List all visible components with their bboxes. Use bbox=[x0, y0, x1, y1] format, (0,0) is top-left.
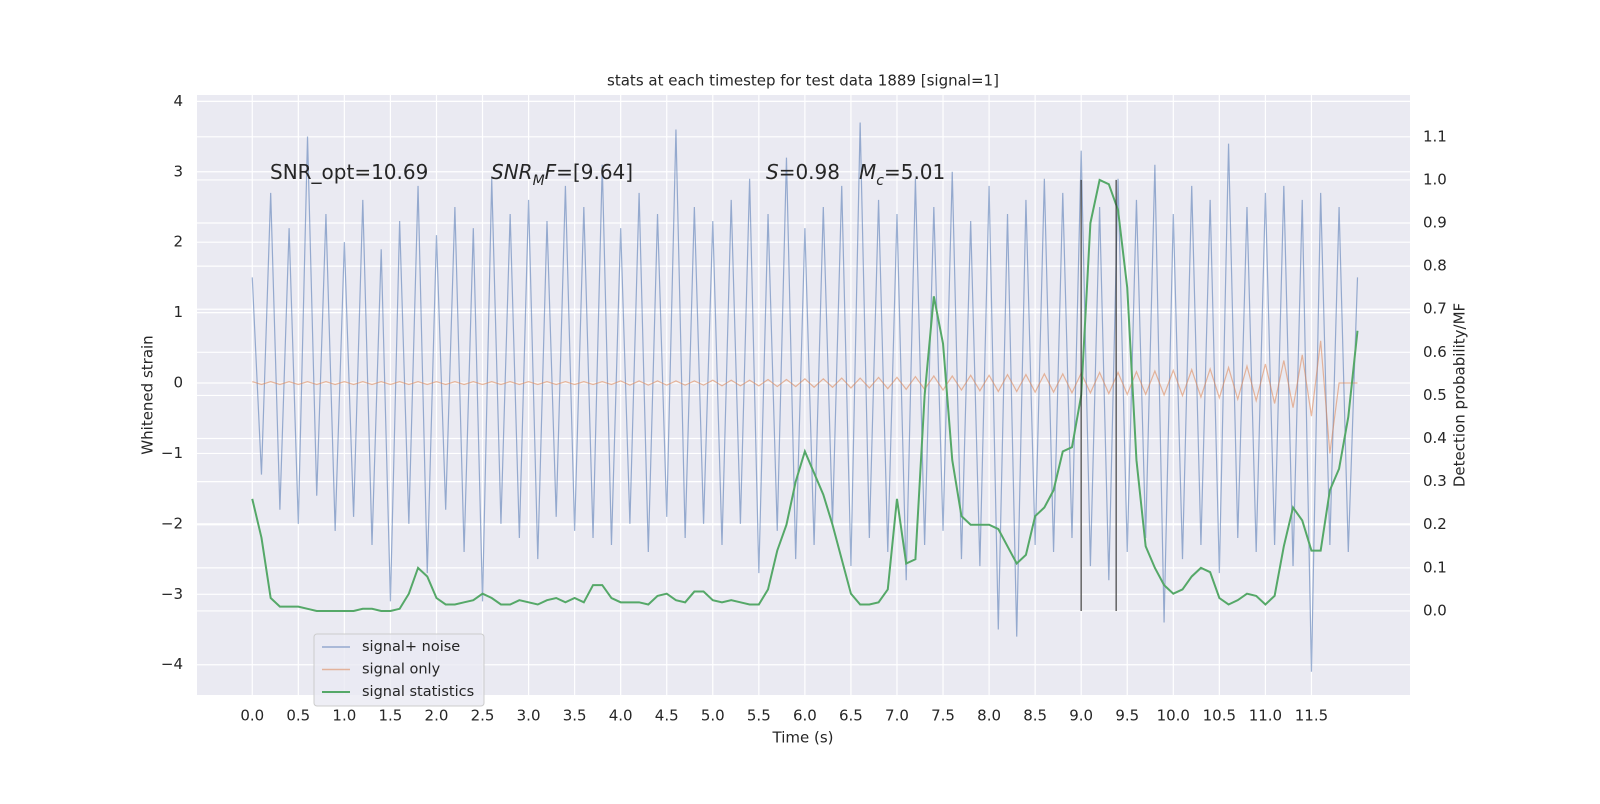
x-tick-label: 3.5 bbox=[563, 707, 587, 725]
annotation-part: SNR_opt=10.69 bbox=[270, 160, 428, 184]
y-tick-label: 2 bbox=[173, 233, 183, 251]
x-tick-label: 2.0 bbox=[425, 707, 449, 725]
x-tick-label: 7.0 bbox=[885, 707, 909, 725]
legend-label: signal only bbox=[362, 662, 441, 678]
y-tick-label: 0 bbox=[173, 374, 183, 392]
x-axis-label: Time (s) bbox=[772, 729, 834, 747]
legend: signal+ noise signal only signal statistic… bbox=[313, 633, 485, 707]
y-tick-label: −3 bbox=[161, 585, 183, 603]
series-line bbox=[251, 178, 1359, 612]
x-tick-label: 0.5 bbox=[286, 707, 310, 725]
y2-tick-label: 0.9 bbox=[1423, 214, 1447, 232]
annotation: Mc=5.01 bbox=[859, 160, 945, 190]
annotation-part: M bbox=[533, 173, 545, 189]
y2-tick-label: 0.1 bbox=[1423, 558, 1447, 576]
annotation-part: SNR bbox=[491, 160, 533, 184]
annotation-part: =0.98 bbox=[779, 160, 840, 184]
legend-label: signal statistics bbox=[362, 684, 474, 700]
annotation-part: M bbox=[859, 160, 876, 184]
y2-tick-label: 0.3 bbox=[1423, 472, 1447, 490]
x-tick-label: 4.5 bbox=[655, 707, 679, 725]
x-tick-label: 11.0 bbox=[1249, 707, 1282, 725]
x-tick-label: 6.0 bbox=[793, 707, 817, 725]
x-tick-label: 3.0 bbox=[517, 707, 541, 725]
annotation-part: =[9.64] bbox=[556, 160, 633, 184]
x-tick-label: 1.5 bbox=[378, 707, 402, 725]
annotation: SNRMF=[9.64] bbox=[491, 160, 633, 190]
x-tick-label: 4.0 bbox=[609, 707, 633, 725]
y-tick-label: −1 bbox=[161, 444, 183, 462]
y-tick-label: −4 bbox=[161, 655, 183, 673]
x-tick-label: 9.5 bbox=[1115, 707, 1139, 725]
annotation-part: S bbox=[766, 160, 779, 184]
annotation: SNR_opt=10.69 bbox=[270, 160, 428, 184]
x-tick-label: 8.0 bbox=[977, 707, 1001, 725]
annotation-part: c bbox=[876, 173, 884, 189]
series-line bbox=[251, 122, 1359, 672]
x-tick-label: 6.5 bbox=[839, 707, 863, 725]
y2-tick-label: 1.0 bbox=[1423, 170, 1447, 188]
y-tick-label: 1 bbox=[173, 303, 183, 321]
y-tick-label: −2 bbox=[161, 514, 183, 532]
legend-label: signal+ noise bbox=[362, 639, 460, 655]
x-tick-label: 10.5 bbox=[1203, 707, 1236, 725]
x-tick-label: 8.5 bbox=[1023, 707, 1047, 725]
x-tick-label: 9.0 bbox=[1069, 707, 1093, 725]
annotation: S=0.98 bbox=[766, 160, 840, 184]
y2-tick-label: 0.7 bbox=[1423, 300, 1447, 318]
x-tick-label: 7.5 bbox=[931, 707, 955, 725]
y2-tick-label: 0.8 bbox=[1423, 257, 1447, 275]
legend-box bbox=[313, 633, 485, 707]
x-tick-label: 10.0 bbox=[1157, 707, 1190, 725]
y2-tick-label: 0.5 bbox=[1423, 386, 1447, 404]
x-tick-label: 11.5 bbox=[1295, 707, 1328, 725]
y-tick-label: 4 bbox=[173, 92, 183, 110]
y-tick-label: 3 bbox=[173, 162, 183, 180]
annotation-part: F bbox=[545, 160, 557, 184]
y2-axis-label: Detection probability/MF bbox=[1451, 303, 1469, 487]
x-tick-label: 5.5 bbox=[747, 707, 771, 725]
x-tick-label: 2.5 bbox=[471, 707, 495, 725]
y-axis-label: Whitened strain bbox=[139, 335, 157, 454]
series-line bbox=[252, 340, 1358, 454]
y2-tick-label: 0.2 bbox=[1423, 515, 1447, 533]
x-tick-label: 0.0 bbox=[240, 707, 264, 725]
annotation-part: =5.01 bbox=[884, 160, 945, 184]
y2-tick-label: 0.0 bbox=[1423, 601, 1447, 619]
chart-title: stats at each timestep for test data 188… bbox=[607, 72, 999, 90]
y2-tick-label: 0.4 bbox=[1423, 429, 1447, 447]
x-tick-label: 5.0 bbox=[701, 707, 725, 725]
plot-content bbox=[251, 122, 1359, 672]
x-tick-label: 1.0 bbox=[332, 707, 356, 725]
y2-tick-label: 0.6 bbox=[1423, 343, 1447, 361]
y2-tick-label: 1.1 bbox=[1423, 127, 1447, 145]
